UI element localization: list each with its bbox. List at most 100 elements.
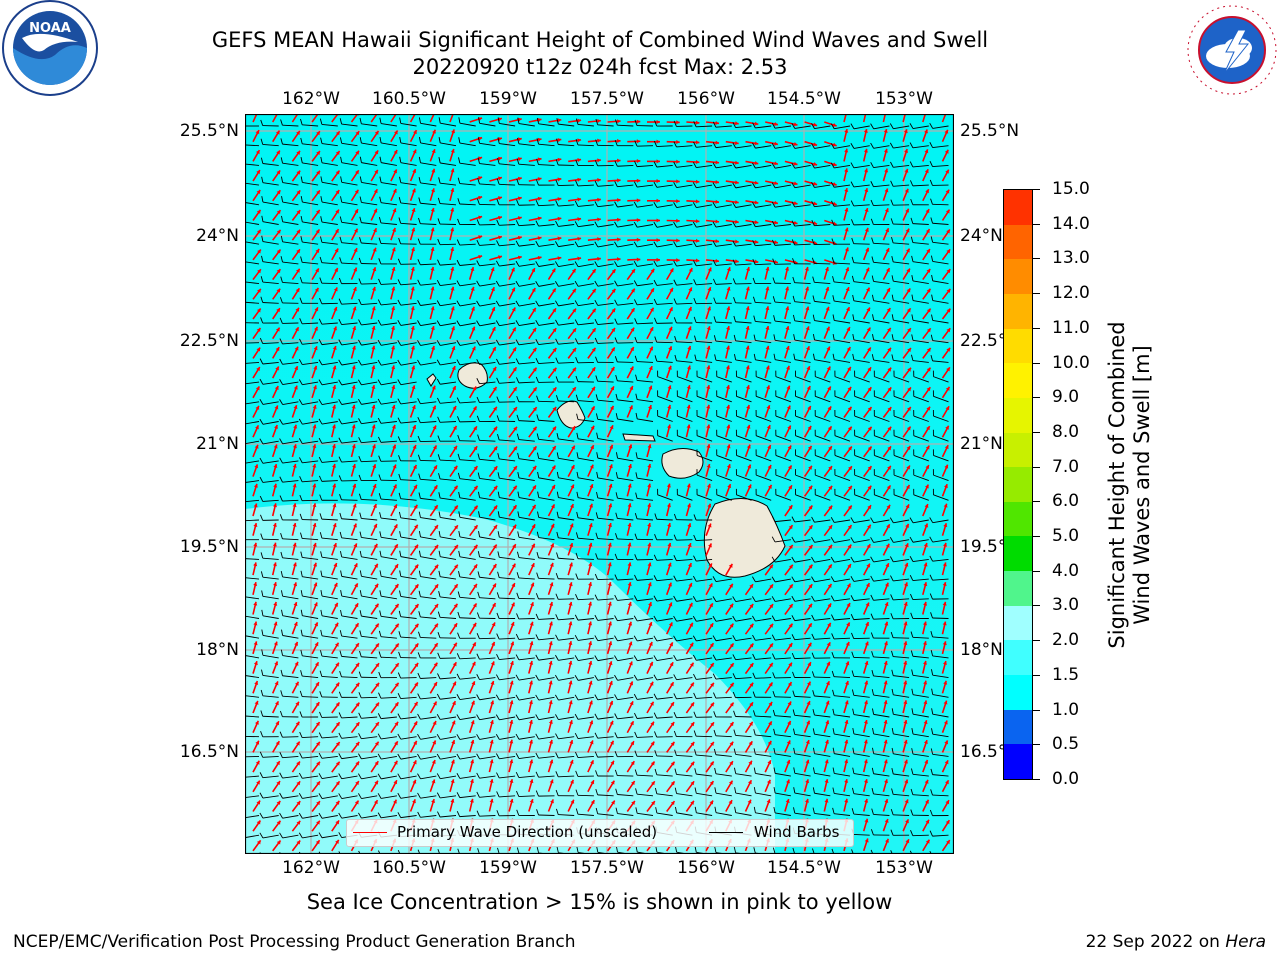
wave-arrowhead xyxy=(471,326,476,331)
wave-arrowhead xyxy=(592,288,596,293)
wave-arrowhead xyxy=(636,159,641,164)
wave-arrowhead xyxy=(707,306,712,311)
wave-arrowhead xyxy=(450,188,455,193)
wave-arrowhead xyxy=(925,209,930,214)
wave-arrowhead xyxy=(825,286,830,291)
wave-arrowhead xyxy=(754,220,759,225)
wave-arrowhead xyxy=(734,239,739,244)
wave-arrowhead xyxy=(617,158,621,163)
wave-arrowhead xyxy=(695,199,700,204)
wave-arrowhead xyxy=(667,365,672,370)
wave-arrowhead xyxy=(450,148,455,153)
wave-arrowhead xyxy=(667,404,672,409)
wave-arrowhead xyxy=(452,681,457,686)
wave-arrowhead xyxy=(883,641,888,646)
wave-arrowhead xyxy=(432,721,437,725)
wave-arrowhead xyxy=(883,148,888,153)
wave-arrowhead xyxy=(848,466,852,471)
wave-arrowhead xyxy=(316,170,320,175)
wave-arrowhead xyxy=(552,406,557,411)
wave-arrowhead xyxy=(787,425,791,430)
wave-arrowhead xyxy=(846,307,850,312)
wave-arrowhead xyxy=(597,118,601,124)
wave-arrowhead xyxy=(925,465,930,470)
wave-arrowhead xyxy=(333,543,337,548)
wave-arrowhead xyxy=(924,129,928,134)
wave-arrowhead xyxy=(410,286,415,291)
wave-arrowhead xyxy=(273,444,278,449)
wave-arrowhead xyxy=(372,484,377,489)
wave-arrowhead xyxy=(316,209,320,214)
wave-arrowhead xyxy=(903,602,908,606)
wave-arrowhead xyxy=(710,682,714,687)
wave-arrowhead xyxy=(945,386,950,391)
wave-arrowhead xyxy=(312,463,317,468)
wave-arrowhead xyxy=(473,426,477,431)
wave-arrowhead xyxy=(825,267,829,271)
wave-arrowhead xyxy=(865,622,870,626)
wave-arrowhead xyxy=(754,141,759,146)
wave-arrowhead xyxy=(413,504,418,509)
wave-arrowhead xyxy=(471,346,476,351)
wave-arrowhead xyxy=(749,603,754,608)
wave-arrowhead xyxy=(557,177,562,182)
wave-arrowhead xyxy=(749,721,753,726)
wave-arrowhead xyxy=(946,328,951,333)
wave-arrowhead xyxy=(335,761,340,766)
wave-arrowhead xyxy=(907,367,911,372)
wave-arrowhead xyxy=(745,326,750,330)
wave-arrowhead xyxy=(886,485,891,490)
wave-arrowhead xyxy=(394,544,398,549)
wave-arrowhead xyxy=(608,641,613,646)
wave-arrowhead xyxy=(847,386,852,391)
wave-arrowhead xyxy=(848,485,852,490)
wave-arrowhead xyxy=(572,308,576,313)
wave-arrowhead xyxy=(375,643,379,648)
wave-arrowhead xyxy=(498,176,502,181)
wave-arrowhead xyxy=(689,662,694,667)
wave-arrowhead xyxy=(904,562,909,567)
wind-barb-shaft xyxy=(893,637,910,639)
wave-arrowhead xyxy=(294,366,299,371)
wave-arrowhead xyxy=(867,426,872,431)
wave-arrowhead xyxy=(411,227,416,232)
wave-arrowhead xyxy=(590,445,594,450)
wave-arrowhead xyxy=(432,405,436,410)
wave-arrowhead xyxy=(548,680,553,685)
wave-arrowhead xyxy=(355,722,360,727)
wave-arrowhead xyxy=(451,366,456,371)
wave-arrowhead xyxy=(314,642,319,647)
wave-arrowhead xyxy=(844,207,849,212)
wave-arrowhead xyxy=(867,485,872,490)
wave-arrowhead xyxy=(648,366,653,371)
wave-arrowhead xyxy=(410,306,415,311)
wave-arrowhead xyxy=(824,739,829,744)
wave-arrowhead xyxy=(276,210,281,215)
wave-arrow xyxy=(350,114,359,123)
wave-arrowhead xyxy=(275,741,280,746)
wave-arrowhead xyxy=(570,504,574,508)
wave-arrowhead xyxy=(489,759,494,764)
wave-arrowhead xyxy=(926,268,931,273)
wave-arrowhead xyxy=(374,741,379,746)
wave-arrowhead xyxy=(863,759,868,764)
wave-arrowhead xyxy=(493,525,497,530)
wave-arrowhead xyxy=(746,405,751,409)
wave-arrowhead xyxy=(392,464,397,469)
wave-arrowhead xyxy=(489,779,494,783)
wave-arrow xyxy=(902,114,907,123)
wave-arrowhead xyxy=(374,130,379,135)
wave-arrowhead xyxy=(945,189,950,194)
wave-arrowhead xyxy=(512,544,516,549)
wave-arrowhead xyxy=(808,623,812,628)
wave-arrowhead xyxy=(469,779,474,783)
island-niihau xyxy=(426,373,437,387)
wave-arrowhead xyxy=(478,156,483,161)
wave-arrowhead xyxy=(846,347,851,352)
wave-arrowhead xyxy=(471,700,475,705)
wave-arrowhead xyxy=(715,120,720,126)
wave-arrowhead xyxy=(676,238,680,243)
wave-arrowhead xyxy=(577,197,582,202)
wave-arrowhead xyxy=(754,200,759,205)
wave-arrowhead xyxy=(923,720,928,725)
